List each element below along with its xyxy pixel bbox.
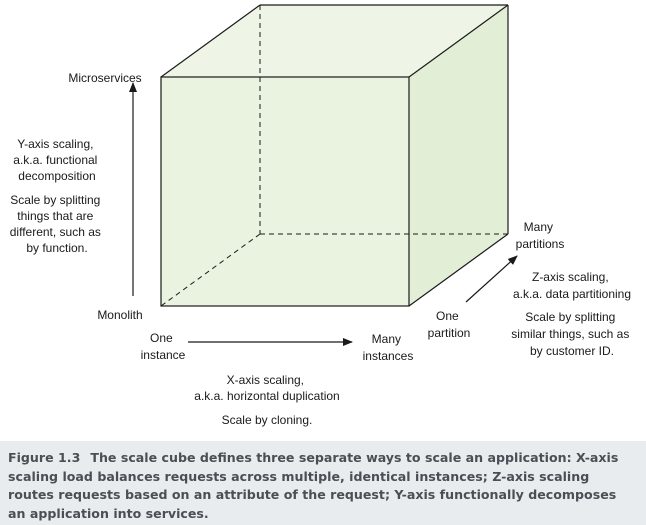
cube-right-face bbox=[409, 5, 508, 306]
figure-caption: Figure 1.3 The scale cube defines three s… bbox=[0, 441, 646, 525]
cube-visible-edges bbox=[160, 4, 509, 307]
scale-cube-diagram: Microservices Monolith Y-axis scaling, a… bbox=[10, 4, 632, 427]
figure-caption-text: The scale cube defines three separate wa… bbox=[8, 450, 619, 521]
z-axis-description: Scale by splitting similar things, such … bbox=[511, 310, 632, 358]
cube-hidden-edges bbox=[160, 5, 508, 307]
z-axis-start-label: One partition bbox=[428, 309, 471, 340]
z-axis-title: Z-axis scaling, a.k.a. data partitioning bbox=[513, 270, 631, 301]
x-axis-description: Scale by cloning. bbox=[222, 413, 313, 427]
y-axis-description: Scale by splitting things that are diffe… bbox=[10, 193, 105, 255]
figure-label: Figure 1.3 bbox=[8, 450, 81, 465]
cube-top-face bbox=[161, 5, 508, 77]
z-axis-arrow bbox=[465, 255, 518, 303]
cube-front-face bbox=[161, 77, 409, 306]
z-axis-end-label: Many partitions bbox=[516, 220, 565, 251]
y-axis-top-label: Microservices bbox=[68, 71, 141, 85]
y-axis-bottom-label: Monolith bbox=[97, 308, 142, 322]
x-axis-title: X-axis scaling, a.k.a. horizontal duplic… bbox=[194, 373, 339, 403]
x-axis-end-label: Many instances bbox=[363, 332, 414, 363]
y-axis-title: Y-axis scaling, a.k.a. functional decomp… bbox=[13, 137, 100, 183]
x-axis-start-label: One instance bbox=[141, 331, 186, 362]
